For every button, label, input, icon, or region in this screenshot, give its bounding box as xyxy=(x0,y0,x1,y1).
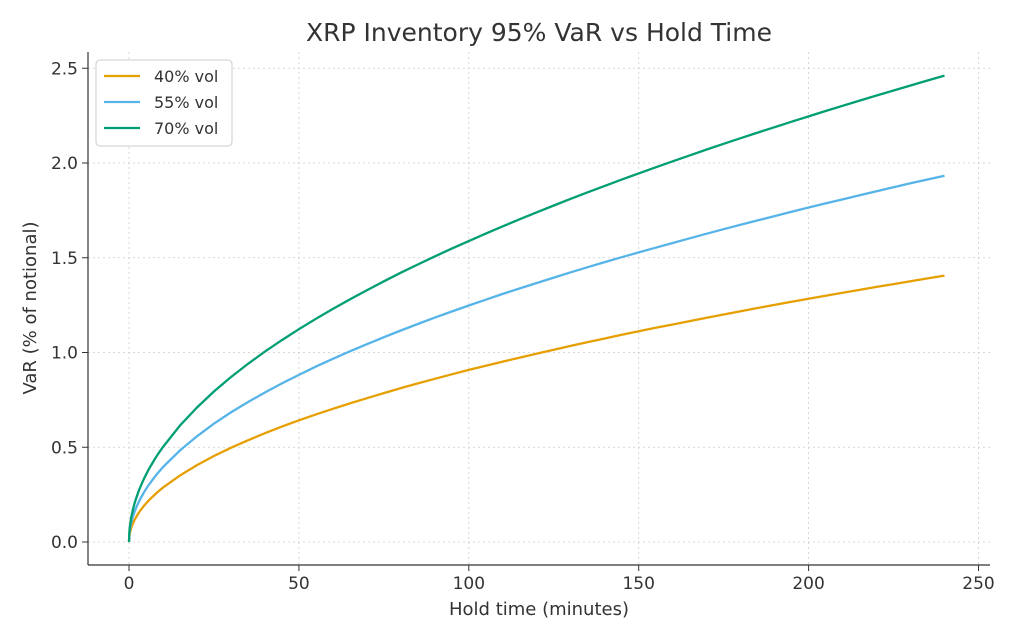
series-line-40-vol xyxy=(127,274,945,543)
legend-label: 70% vol xyxy=(154,119,218,138)
y-tick-label: 2.5 xyxy=(51,59,78,79)
series-line-70-vol xyxy=(127,74,945,543)
y-axis-label: VaR (% of notional) xyxy=(20,221,41,394)
x-tick-label: 250 xyxy=(962,574,994,594)
x-tick-label: 0 xyxy=(124,574,135,594)
x-tick-label: 50 xyxy=(288,574,310,594)
grid xyxy=(88,52,990,565)
y-tick-label: 1.5 xyxy=(51,249,78,269)
legend-box xyxy=(95,59,233,147)
y-tick-label: 0.0 xyxy=(51,533,78,553)
series-line-55-vol xyxy=(127,174,945,543)
x-tick-label: 100 xyxy=(453,574,485,594)
legend-label: 55% vol xyxy=(154,93,218,112)
legend: 40% vol 55% vol 70% vol xyxy=(95,59,233,147)
ticks: 0 50 100 150 200 250 0.0 0.5 1.0 1.5 2.0 2.5 xyxy=(51,59,995,594)
y-tick-label: 1.0 xyxy=(51,344,78,364)
y-tick-label: 0.5 xyxy=(51,438,78,458)
x-tick-label: 200 xyxy=(792,574,824,594)
chart-title: XRP Inventory 95% VaR vs Hold Time xyxy=(306,18,772,47)
y-tick-label: 2.0 xyxy=(51,154,78,174)
series-lines xyxy=(127,74,945,543)
legend-label: 40% vol xyxy=(154,67,218,86)
x-axis-label: Hold time (minutes) xyxy=(449,599,629,620)
x-tick-label: 150 xyxy=(622,574,654,594)
